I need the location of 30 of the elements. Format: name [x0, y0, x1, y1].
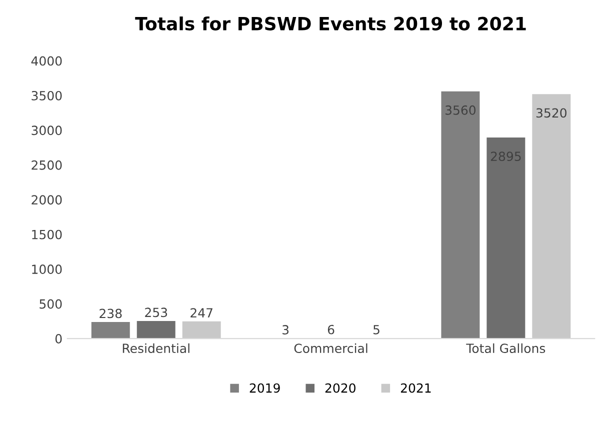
legend-label: 2020	[325, 383, 356, 393]
y-tick-label: 2500	[32, 160, 62, 170]
legend-label: 2019	[250, 383, 280, 393]
x-tick-label: Total Gallons	[466, 343, 546, 354]
y-tick-label: 1500	[32, 230, 62, 240]
data-label: 253	[145, 308, 168, 318]
data-label: 3	[282, 325, 289, 334]
x-tick-label: Commercial	[294, 343, 368, 354]
bar	[532, 94, 571, 339]
chart-title: Totals for PBSWD Events 2019 to 2021	[135, 16, 526, 30]
data-label: 6	[328, 324, 334, 334]
y-tick-label: 3000	[32, 126, 62, 136]
y-tick-label: 3500	[32, 90, 62, 100]
bar	[182, 321, 221, 339]
y-tick-label: 0	[55, 334, 62, 344]
y-tick-label: 2000	[32, 195, 62, 205]
y-tick-label: 1000	[32, 264, 62, 274]
y-tick-label: 4000	[31, 56, 62, 66]
data-label: 5	[373, 325, 380, 334]
bar	[136, 320, 176, 339]
data-label: 247	[190, 308, 212, 318]
y-tick-label: 500	[40, 299, 62, 309]
bar	[441, 91, 480, 339]
x-tick-label: Residential	[122, 343, 190, 354]
bar	[486, 137, 526, 339]
data-label: 238	[100, 308, 122, 318]
data-label: 3520	[536, 108, 566, 118]
bar	[91, 322, 130, 339]
data-label: 3560	[446, 105, 476, 115]
legend-label: 2021	[400, 383, 431, 393]
